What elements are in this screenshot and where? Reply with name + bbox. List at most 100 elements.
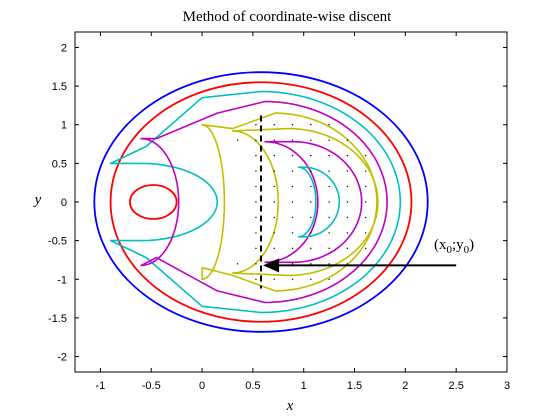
grid-dot: [310, 124, 312, 126]
x-tick-label: 0: [199, 380, 205, 392]
y-tick-label: -0.5: [48, 236, 67, 248]
label-base: (x: [434, 237, 447, 253]
grid-dot: [273, 201, 275, 203]
grid-dot: [365, 247, 367, 250]
axis-ticks: -1 -0.5 0 0.5 1 1.5 2 2.5 3 2 1.5 1 0.5 0 -0.5 -1 -1.5 -2: [48, 32, 510, 392]
grid-dot: [310, 170, 312, 172]
grid-dot: [255, 247, 257, 250]
grid-dot: [291, 216, 294, 219]
grid-dot: [255, 124, 257, 126]
contour-layer: [93, 71, 429, 333]
grid-dot: [346, 139, 349, 141]
contour-magenta-inner: [264, 140, 363, 264]
grid-dot: [346, 170, 349, 172]
grid-dot: [273, 170, 275, 172]
contour-yellow-inner: [231, 127, 379, 277]
grid-dot: [255, 278, 257, 280]
grid-dot: [310, 263, 312, 265]
y-tick-label: -1.5: [48, 313, 67, 325]
grid-dot: [291, 185, 294, 188]
grid-dot: [310, 216, 312, 219]
grid-dot: [291, 170, 294, 172]
grid-dot: [255, 216, 257, 219]
label-sep: ;y: [452, 237, 464, 253]
x-tick-label: 0.5: [245, 380, 260, 392]
contour-yellow-outer: [201, 112, 378, 292]
grid-dot: [346, 247, 349, 250]
grid-dot: [291, 278, 294, 280]
grid-dot: [365, 185, 367, 188]
x-tick-label: 2.5: [449, 380, 464, 392]
y-tick-label: 0.5: [52, 158, 67, 170]
grid-dot: [365, 201, 367, 203]
grid-dot: [291, 139, 294, 141]
grid-dot: [273, 247, 275, 250]
y-axis-label: y: [33, 192, 42, 208]
grid-dot: [310, 278, 312, 280]
grid-dot: [310, 201, 312, 203]
plot-area: [75, 32, 507, 372]
grid-dot: [255, 232, 257, 234]
arrow-head: [263, 258, 280, 273]
grid-dot: [365, 232, 367, 234]
contour-cyan-outer: [109, 90, 402, 314]
start-point-annotation: (x0;y0): [263, 237, 474, 273]
grid-dot: [273, 185, 275, 188]
grid-dot: [346, 154, 349, 157]
grid-dot: [310, 232, 312, 234]
contour-cyan-inner: [297, 166, 341, 238]
grid-dot: [328, 170, 330, 172]
grid-dot: [255, 201, 257, 203]
x-tick-label: 1: [301, 380, 307, 392]
grid-dot: [310, 139, 312, 141]
grid-dot: [328, 247, 330, 250]
grid-dot: [365, 154, 367, 157]
grid-dot: [291, 247, 294, 250]
grid-dot: [291, 201, 294, 203]
grid-dot: [310, 154, 312, 157]
grid-dot: [255, 170, 257, 172]
grid-dot: [365, 170, 367, 172]
grid-dot: [310, 185, 312, 188]
y-tick-label: -1: [57, 274, 67, 286]
label-sub-x: 0: [447, 244, 453, 256]
grid-dot: [365, 216, 367, 219]
grid-dot: [291, 232, 294, 234]
x-axis-label: x: [286, 398, 294, 414]
grid-dot: [273, 216, 275, 219]
start-point-label: (x0;y0): [434, 237, 474, 256]
grid-dot: [255, 139, 257, 141]
x-tick-label: -0.5: [142, 380, 161, 392]
grid-dot: [346, 185, 349, 188]
grid-dot: [310, 247, 312, 250]
grid-dot: [236, 263, 239, 265]
grid-dot: [346, 201, 349, 203]
contour-magenta-outer: [140, 100, 388, 304]
grid-dot: [273, 278, 275, 280]
grid-dot: [273, 154, 275, 157]
y-tick-label: 0: [61, 197, 67, 209]
grid-dot: [328, 232, 330, 234]
contour-outer-ellipse: [93, 71, 429, 333]
grid-dot: [328, 154, 330, 157]
contour-red-ellipse: [109, 81, 413, 323]
grid-dot: [236, 139, 239, 141]
y-tick-label: 1.5: [52, 81, 67, 93]
grid-dot: [328, 185, 330, 188]
x-tick-label: 2: [402, 380, 408, 392]
grid-dot: [328, 124, 330, 126]
grid-dot: [291, 124, 294, 126]
contour-red-inner: [128, 184, 178, 220]
grid-dot: [346, 216, 349, 219]
x-tick-label: 3: [504, 380, 510, 392]
chart-title: Method of coordinate-wise discent: [183, 9, 393, 25]
y-tick-label: 2: [61, 42, 67, 54]
x-tick-label: 1.5: [347, 380, 362, 392]
grid-dot: [328, 139, 330, 141]
grid-dot: [273, 232, 275, 234]
grid-dot: [328, 263, 330, 265]
grid-dot: [291, 154, 294, 157]
y-tick-label: -2: [57, 352, 67, 364]
grid-dot: [328, 278, 330, 280]
